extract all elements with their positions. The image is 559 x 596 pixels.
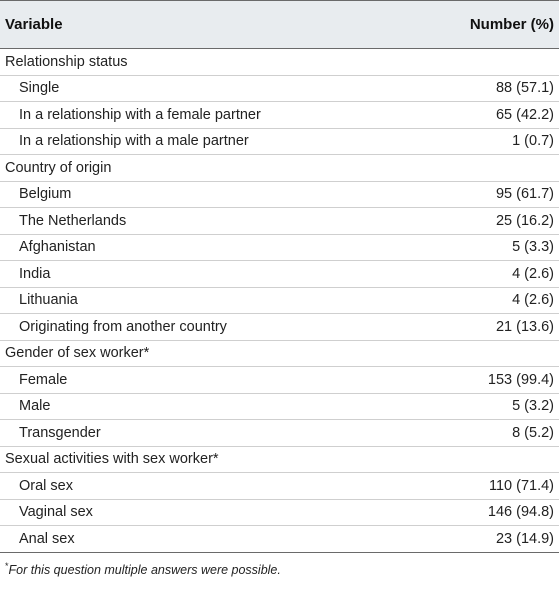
- row-label: Originating from another country: [0, 313, 400, 341]
- row-label: Afghanistan: [0, 234, 400, 261]
- section-value-empty: [400, 340, 559, 367]
- data-table: Variable Number (%) Relationship status S…: [0, 0, 559, 553]
- section-title: Sexual activities with sex worker*: [0, 446, 400, 473]
- row-label: Single: [0, 75, 400, 102]
- row-label: Oral sex: [0, 472, 400, 500]
- row-value: 21 (13.6): [400, 313, 559, 341]
- column-header-variable: Variable: [0, 0, 400, 49]
- row-value: 5 (3.3): [400, 234, 559, 261]
- data-table-container: Variable Number (%) Relationship status S…: [0, 0, 559, 577]
- section-title: Gender of sex worker*: [0, 340, 400, 367]
- section-value-empty: [400, 154, 559, 182]
- table-row: Male 5 (3.2): [0, 393, 559, 420]
- row-label: Lithuania: [0, 287, 400, 314]
- header-row: Variable Number (%): [0, 0, 559, 49]
- column-header-number: Number (%): [400, 0, 559, 49]
- row-label: India: [0, 260, 400, 288]
- section-value-empty: [400, 48, 559, 76]
- row-value: 23 (14.9): [400, 525, 559, 553]
- table-header: Variable Number (%): [0, 0, 559, 49]
- row-label: Belgium: [0, 181, 400, 208]
- row-value: 65 (42.2): [400, 101, 559, 129]
- row-label: Vaginal sex: [0, 499, 400, 526]
- row-label: The Netherlands: [0, 207, 400, 235]
- table-row: In a relationship with a female partner 6…: [0, 101, 559, 129]
- footnote-text: For this question multiple answers were …: [8, 562, 281, 577]
- row-label: Anal sex: [0, 525, 400, 553]
- section-title: Country of origin: [0, 154, 400, 182]
- row-value: 25 (16.2): [400, 207, 559, 235]
- table-row: Afghanistan 5 (3.3): [0, 234, 559, 261]
- row-value: 8 (5.2): [400, 419, 559, 447]
- table-row: India 4 (2.6): [0, 260, 559, 288]
- table-row: Female 153 (99.4): [0, 366, 559, 394]
- section-title: Relationship status: [0, 48, 400, 76]
- table-row: Vaginal sex 146 (94.8): [0, 499, 559, 526]
- row-value: 146 (94.8): [400, 499, 559, 526]
- section-row: Sexual activities with sex worker*: [0, 446, 559, 473]
- footnote-marker: *: [5, 560, 9, 571]
- table-row: Belgium 95 (61.7): [0, 181, 559, 208]
- row-label: Female: [0, 366, 400, 394]
- table-row: Originating from another country 21 (13.6…: [0, 313, 559, 341]
- row-value: 153 (99.4): [400, 366, 559, 394]
- table-row: Single 88 (57.1): [0, 75, 559, 102]
- table-row: Lithuania 4 (2.6): [0, 287, 559, 314]
- section-row: Country of origin: [0, 154, 559, 182]
- section-value-empty: [400, 446, 559, 473]
- table-row: In a relationship with a male partner 1 (…: [0, 128, 559, 155]
- row-value: 95 (61.7): [400, 181, 559, 208]
- row-label: In a relationship with a male partner: [0, 128, 400, 155]
- row-value: 1 (0.7): [400, 128, 559, 155]
- table-row: Anal sex 23 (14.9): [0, 525, 559, 553]
- table-row: The Netherlands 25 (16.2): [0, 207, 559, 235]
- row-value: 5 (3.2): [400, 393, 559, 420]
- table-row: Oral sex 110 (71.4): [0, 472, 559, 500]
- section-row: Relationship status: [0, 48, 559, 76]
- row-value: 110 (71.4): [400, 472, 559, 500]
- table-row: Transgender 8 (5.2): [0, 419, 559, 447]
- section-row: Gender of sex worker*: [0, 340, 559, 367]
- row-value: 4 (2.6): [400, 260, 559, 288]
- row-value: 88 (57.1): [400, 75, 559, 102]
- row-label: Transgender: [0, 419, 400, 447]
- table-footnote: *For this question multiple answers were…: [0, 560, 559, 577]
- row-value: 4 (2.6): [400, 287, 559, 314]
- row-label: Male: [0, 393, 400, 420]
- row-label: In a relationship with a female partner: [0, 101, 400, 129]
- table-body: Relationship status Single 88 (57.1) In a r…: [0, 48, 559, 553]
